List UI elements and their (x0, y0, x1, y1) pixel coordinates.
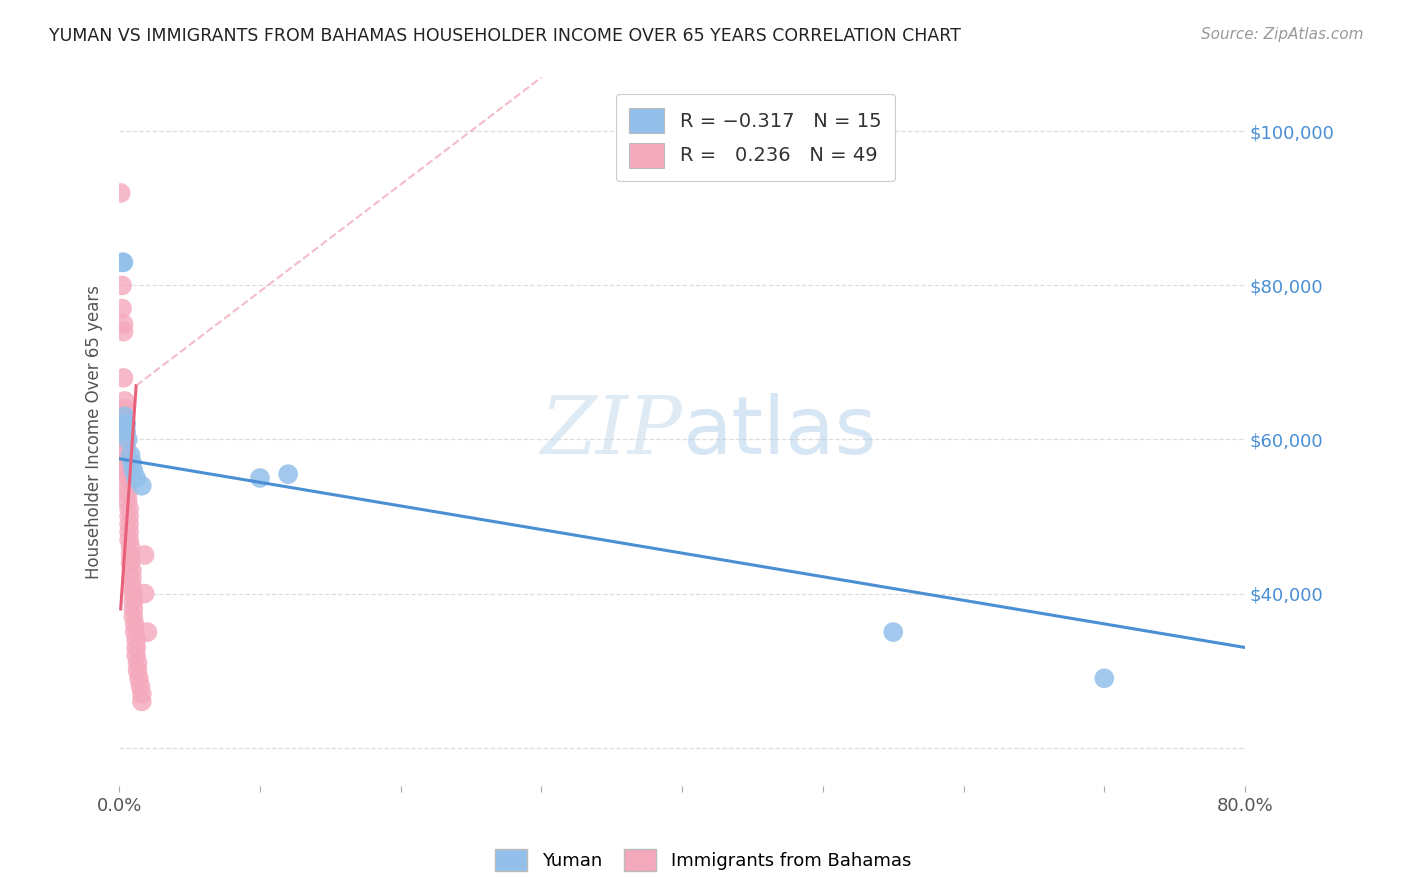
Point (118, 501, 141, 516)
Point (131, 479, 153, 493)
Text: atlas: atlas (682, 392, 876, 471)
Point (129, 679, 152, 693)
Point (118, 517, 141, 532)
Point (122, 609, 145, 624)
Point (118, 509, 141, 524)
Point (120, 541, 142, 555)
Point (121, 579, 143, 593)
Point (117, 494, 139, 508)
Point (131, 687, 153, 701)
Point (115, 463, 138, 477)
Point (249, 471, 271, 485)
Point (120, 548, 142, 562)
Point (114, 409, 136, 424)
Point (115, 448, 138, 462)
Legend: R = −0.317   N = 15, R =   0.236   N = 49: R = −0.317 N = 15, R = 0.236 N = 49 (616, 95, 896, 181)
Point (134, 548, 156, 562)
Point (127, 664, 149, 678)
Text: Source: ZipAtlas.com: Source: ZipAtlas.com (1201, 27, 1364, 42)
Point (134, 586, 156, 600)
Point (882, 625, 904, 640)
Point (117, 471, 139, 485)
Point (112, 317, 135, 331)
Point (117, 433, 139, 447)
Point (111, 278, 134, 293)
Point (114, 394, 136, 409)
Point (121, 571, 143, 585)
Y-axis label: Householder Income Over 65 years: Householder Income Over 65 years (86, 285, 103, 579)
Point (111, 255, 134, 269)
Point (118, 524, 141, 539)
Point (114, 417, 136, 431)
Point (112, 371, 135, 385)
Point (112, 255, 135, 269)
Point (112, 325, 135, 339)
Point (120, 448, 142, 462)
Point (277, 467, 299, 482)
Point (1092, 671, 1115, 685)
Text: YUMAN VS IMMIGRANTS FROM BAHAMAS HOUSEHOLDER INCOME OVER 65 YEARS CORRELATION CH: YUMAN VS IMMIGRANTS FROM BAHAMAS HOUSEHO… (49, 27, 962, 45)
Point (111, 301, 134, 316)
Point (121, 456, 143, 470)
Point (122, 602, 145, 616)
Point (110, 186, 132, 200)
Point (114, 433, 136, 447)
Point (125, 640, 148, 655)
Point (115, 425, 138, 439)
Point (115, 417, 138, 431)
Point (136, 625, 159, 640)
Point (114, 409, 136, 424)
Point (124, 625, 146, 640)
Point (117, 467, 139, 482)
Point (121, 564, 143, 578)
Legend: Yuman, Immigrants from Bahamas: Yuman, Immigrants from Bahamas (488, 842, 918, 879)
Point (131, 694, 153, 708)
Point (118, 533, 141, 547)
Point (115, 456, 138, 470)
Point (125, 471, 148, 485)
Point (124, 617, 146, 632)
Point (127, 656, 149, 670)
Point (125, 632, 148, 647)
Point (122, 463, 145, 477)
Point (122, 586, 145, 600)
Point (114, 417, 136, 431)
Point (114, 401, 136, 416)
Point (120, 556, 142, 570)
Point (125, 648, 148, 663)
Point (115, 440, 138, 454)
Point (122, 594, 145, 608)
Point (117, 486, 139, 500)
Point (128, 671, 150, 685)
Point (117, 479, 139, 493)
Text: ZIP: ZIP (540, 393, 682, 471)
